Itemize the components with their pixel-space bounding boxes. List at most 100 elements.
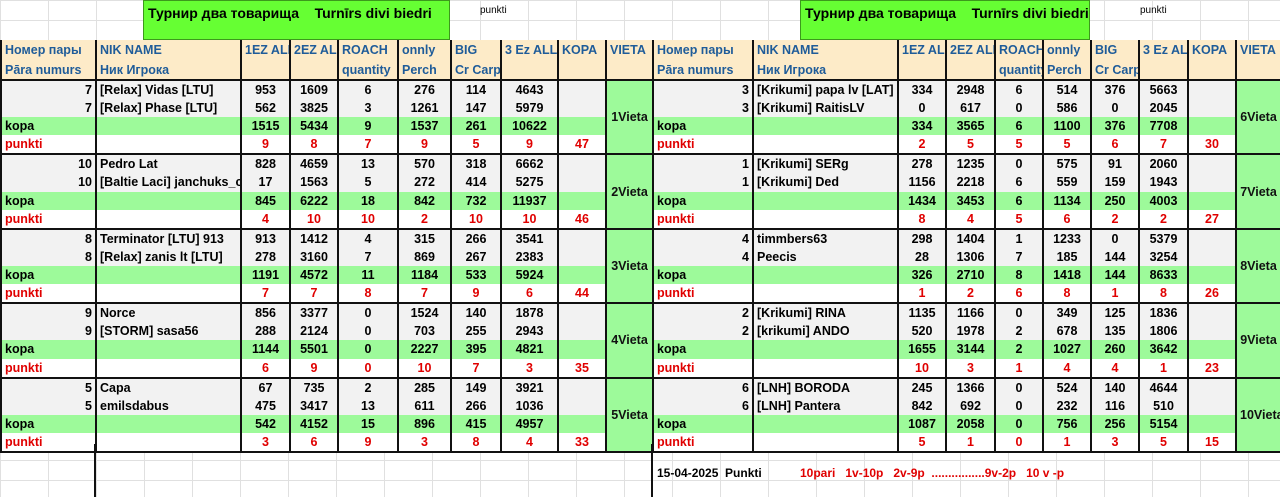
empty-cell[interactable] (95, 209, 242, 230)
total-cell[interactable]: 542 (240, 414, 291, 433)
score-cell[interactable]: 5275 (500, 173, 559, 192)
score-cell[interactable]: 149 (450, 377, 502, 397)
score-cell[interactable]: 0 (994, 396, 1044, 415)
points-cell[interactable]: 3 (500, 358, 559, 379)
score-cell[interactable]: 2943 (500, 322, 559, 341)
score-cell[interactable]: 678 (1042, 322, 1092, 341)
total-cell[interactable]: 842 (397, 191, 452, 210)
score-cell[interactable]: 318 (450, 154, 502, 174)
points-cell[interactable]: 6 (289, 432, 339, 453)
pair-number[interactable]: 4 (652, 247, 754, 266)
score-cell[interactable]: 1806 (1138, 322, 1189, 341)
score-cell[interactable]: 611 (397, 396, 452, 415)
punkti-label[interactable]: punkti (652, 358, 754, 379)
score-cell[interactable]: 315 (397, 228, 452, 248)
pair-number[interactable]: 8 (0, 247, 97, 266)
score-cell[interactable]: 272 (397, 173, 452, 192)
kopa-cell[interactable] (557, 396, 607, 415)
score-cell[interactable]: 1404 (945, 228, 996, 248)
total-cell[interactable]: 2227 (397, 340, 452, 359)
player-name[interactable]: [LNH] Pantera (752, 396, 899, 415)
player-name[interactable]: timmbers63 (752, 228, 899, 248)
points-cell[interactable]: 4 (240, 209, 291, 230)
total-cell[interactable]: 896 (397, 414, 452, 433)
score-cell[interactable]: 285 (397, 377, 452, 397)
pair-number[interactable]: 8 (0, 228, 97, 248)
total-cell[interactable]: 5434 (289, 117, 339, 136)
score-cell[interactable]: 562 (240, 99, 291, 118)
score-cell[interactable]: 2 (337, 377, 399, 397)
empty-cell[interactable] (95, 191, 242, 210)
score-cell[interactable]: 4643 (500, 80, 559, 99)
empty-cell[interactable] (752, 358, 899, 379)
score-cell[interactable]: 266 (450, 396, 502, 415)
points-cell[interactable]: 1 (897, 284, 947, 305)
points-cell[interactable]: 1 (1138, 358, 1189, 379)
score-cell[interactable]: 3417 (289, 396, 339, 415)
kopa-cell[interactable] (1187, 396, 1237, 415)
score-cell[interactable]: 0 (897, 99, 947, 118)
punkti-label[interactable]: punkti (652, 135, 754, 156)
header-cell[interactable]: 3 Ez ALL (1138, 40, 1189, 60)
score-cell[interactable]: 703 (397, 322, 452, 341)
points-cell[interactable]: 7 (337, 135, 399, 156)
points-cell[interactable]: 9 (289, 358, 339, 379)
kopa-cell[interactable] (557, 228, 607, 248)
points-cell[interactable]: 9 (500, 135, 559, 156)
score-cell[interactable]: 3254 (1138, 247, 1189, 266)
total-cell[interactable]: 6 (994, 117, 1044, 136)
kopa-cell[interactable] (1187, 340, 1237, 359)
points-cell[interactable]: 10 (397, 358, 452, 379)
points-cell[interactable]: 6 (500, 284, 559, 305)
points-cell[interactable]: 2 (1090, 209, 1140, 230)
points-cell[interactable]: 7 (397, 284, 452, 305)
points-cell[interactable]: 6 (1042, 209, 1092, 230)
score-cell[interactable]: 67 (240, 377, 291, 397)
place-cell[interactable]: 6Vieta (1235, 80, 1280, 156)
score-cell[interactable]: 267 (450, 247, 502, 266)
player-name[interactable]: [Krikumi] RINA (752, 303, 899, 323)
points-cell[interactable]: 47 (557, 135, 607, 156)
header-cell[interactable]: Номер пары (652, 40, 754, 60)
kopa-label[interactable]: kopa (652, 191, 754, 210)
points-cell[interactable]: 3 (1090, 432, 1140, 453)
total-cell[interactable]: 756 (1042, 414, 1092, 433)
total-cell[interactable]: 0 (994, 414, 1044, 433)
score-cell[interactable]: 28 (897, 247, 947, 266)
kopa-cell[interactable] (1187, 377, 1237, 397)
score-cell[interactable]: 559 (1042, 173, 1092, 192)
kopa-cell[interactable] (1187, 154, 1237, 174)
points-cell[interactable]: 7 (289, 284, 339, 305)
points-cell[interactable]: 5 (1138, 432, 1189, 453)
score-cell[interactable]: 2383 (500, 247, 559, 266)
points-cell[interactable]: 6 (994, 284, 1044, 305)
points-cell[interactable]: 27 (1187, 209, 1237, 230)
total-cell[interactable]: 3144 (945, 340, 996, 359)
kopa-cell[interactable] (557, 80, 607, 99)
score-cell[interactable]: 2045 (1138, 99, 1189, 118)
pair-number[interactable]: 10 (0, 173, 97, 192)
total-cell[interactable]: 1537 (397, 117, 452, 136)
kopa-cell[interactable] (557, 377, 607, 397)
kopa-label[interactable]: kopa (652, 414, 754, 433)
score-cell[interactable]: 856 (240, 303, 291, 323)
score-cell[interactable]: 6 (337, 80, 399, 99)
score-cell[interactable]: 6 (994, 80, 1044, 99)
pair-number[interactable]: 7 (0, 80, 97, 99)
kopa-cell[interactable] (557, 173, 607, 192)
total-cell[interactable]: 1100 (1042, 117, 1092, 136)
kopa-label[interactable]: kopa (0, 265, 97, 285)
total-cell[interactable]: 1144 (240, 340, 291, 359)
points-cell[interactable]: 6 (1090, 135, 1140, 156)
empty-cell[interactable] (752, 265, 899, 285)
header-cell[interactable]: Номер пары (0, 40, 97, 60)
total-cell[interactable]: 11 (337, 265, 399, 285)
header-cell[interactable] (1187, 60, 1237, 81)
score-cell[interactable]: 140 (1090, 377, 1140, 397)
kopa-label[interactable]: kopa (652, 265, 754, 285)
header-cell[interactable] (605, 60, 654, 81)
score-cell[interactable]: 0 (1090, 99, 1140, 118)
score-cell[interactable]: 1235 (945, 154, 996, 174)
score-cell[interactable]: 4 (337, 228, 399, 248)
pair-number[interactable]: 10 (0, 154, 97, 174)
